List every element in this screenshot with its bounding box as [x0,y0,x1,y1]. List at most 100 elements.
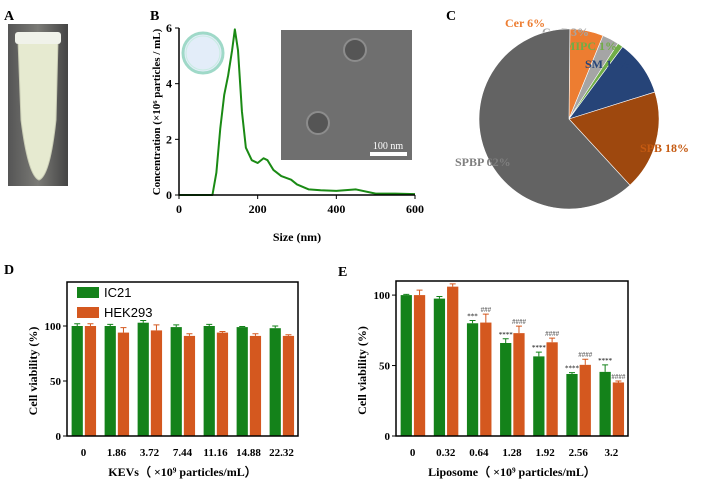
legend-swatch [77,307,99,318]
x-tick-label: 22.32 [269,447,294,459]
y-tick-label: 0 [166,188,172,202]
legend-label: IC21 [104,285,131,300]
x-axis-label: Liposome（ ×10⁹ particles/mL） [428,464,596,479]
tube-photo [8,24,68,186]
x-tick-label: 2.56 [569,447,589,459]
bar-hek293 [150,330,163,436]
bar-ic21 [566,374,578,436]
x-tick-label: 0 [176,202,182,216]
y-tick-label: 0 [385,431,391,443]
bar-ic21 [236,327,248,436]
y-tick-label: 0 [56,431,62,443]
error-bar [436,296,443,299]
bar-hek293 [183,335,196,436]
y-tick-label: 4 [166,77,172,91]
pie-label: MIPC 1% [564,39,617,53]
vesicle [343,38,367,62]
error-bar [120,327,127,333]
error-bar [239,326,246,328]
x-tick-label: 0 [410,447,416,459]
error-bar [107,323,114,326]
bar-hek293 [216,332,229,436]
significance-mark: *** [467,312,478,320]
error-bar [74,323,81,326]
vesicle [306,111,330,135]
bar-ic21 [170,327,182,436]
panel-label-e: E [338,265,347,280]
error-bar [469,319,476,324]
axes [66,281,299,437]
significance-mark: #### [611,373,626,381]
liposome-viability-chart: *******************###################0 0… [355,280,629,479]
error-bar [549,337,556,343]
error-bar [140,320,147,323]
pie-label: SM 10% [585,57,630,71]
bar-hek293 [612,382,625,436]
y-tick-label: 100 [45,321,62,333]
error-bar [272,325,279,329]
pie-label: SPB 18% [640,141,689,155]
x-tick-label: 1.92 [536,447,556,459]
liposome-icon [181,31,225,75]
bar-ic21 [533,356,545,436]
bar-hek293 [249,335,262,436]
y-axis-label: Cell viability (%) [355,326,369,415]
x-tick-label: 3.72 [140,447,160,459]
significance-mark: #### [578,351,593,359]
y-tick-label: 50 [379,361,391,373]
error-bar [568,372,575,374]
error-bar [535,351,542,357]
error-bar [602,364,609,372]
x-tick-label: 0.64 [469,447,489,459]
pie-label: SPBP 62% [455,155,511,169]
x-tick-label: 0 [81,447,87,459]
error-bar [153,324,160,331]
error-bar [87,323,94,326]
bar-ic21 [203,326,215,436]
error-bar [615,380,622,383]
size-distribution-chart: 100 nm 0 200 400 600 0 2 4 6 Size (nm) Concentrati… [151,21,424,244]
x-axis-label: Size (nm) [273,230,321,244]
scale-bar [370,152,407,156]
x-tick-label: 600 [406,202,424,216]
error-bar [173,324,180,328]
y-tick-label: 6 [166,21,172,35]
significance-mark: **** [532,344,547,352]
error-bar [582,358,589,365]
significance-mark: **** [565,365,580,373]
y-axis-label: Cell viability (%) [26,327,40,416]
error-bar [186,333,193,336]
x-axis-label: KEVs（ ×10⁹ particles/mL） [108,464,256,479]
size-curve [179,28,416,196]
y-tick-label: 100 [374,290,391,302]
bar-ic21 [269,328,281,436]
bar-ic21 [599,371,611,436]
panel-label-d: D [4,263,14,278]
bar-hek293 [480,322,492,436]
error-bar [449,283,456,287]
axes [395,280,629,437]
x-tick-label: 400 [327,202,345,216]
error-bar [515,325,522,334]
bar-hek293 [117,332,130,436]
legend-label: HEK293 [104,305,152,320]
bar-ic21 [104,326,116,436]
error-bar [206,323,213,326]
bar-hek293 [513,333,525,436]
y-tick-label: 50 [50,376,62,388]
bar-ic21 [433,298,446,436]
y-axis-label: Concentration (×10⁶ particles / mL) [151,28,163,195]
bar-hek293 [84,326,97,436]
error-bar [403,293,410,296]
scale-bar-label: 100 nm [373,141,404,152]
bar-hek293 [546,342,558,436]
significance-mark: **** [598,357,613,365]
error-bar [416,289,423,296]
significance-mark: **** [499,331,514,339]
bar-hek293 [413,295,426,436]
pie-slice [568,91,660,186]
kevs-viability-chart: 0 1.86 3.72 7.44 11.16 14.88 22.32 0 50 100 KEVs（ … [26,281,299,479]
bar-ic21 [137,322,149,436]
x-tick-label: 11.16 [203,447,228,459]
